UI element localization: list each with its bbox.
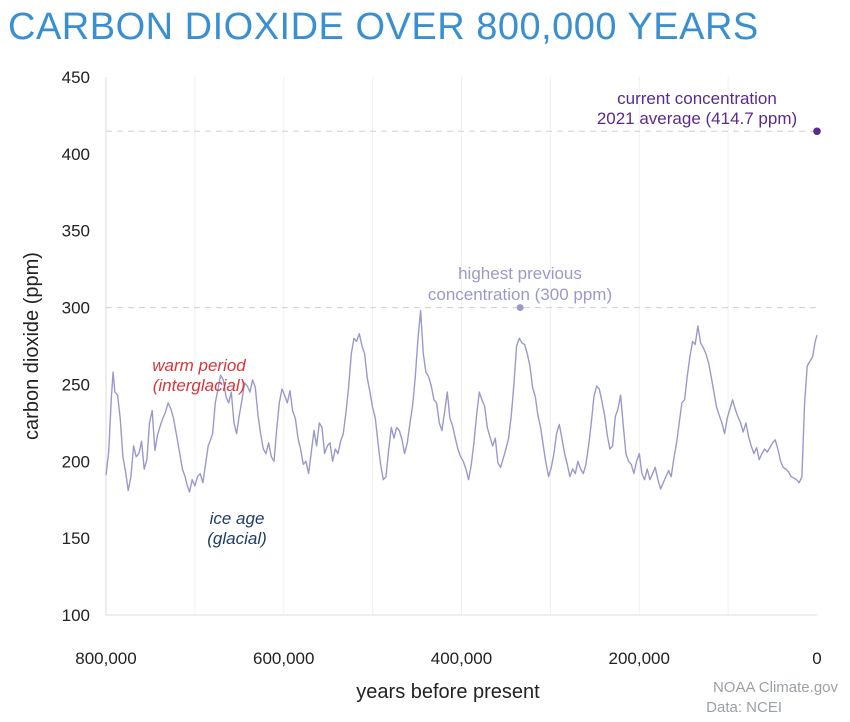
chart-title: CARBON DIOXIDE OVER 800,000 YEARS (8, 6, 759, 48)
credit-data: Data: NCEI (706, 699, 782, 716)
warm-period-label-line2: (interglacial) (153, 376, 246, 395)
y-tick-label: 450 (62, 68, 90, 87)
current-concentration-marker (813, 127, 821, 136)
grid-lines (194, 77, 729, 615)
y-tick-labels: 100 150 200 250 300 350 400 450 (62, 68, 90, 625)
previous-high-label-line2: concentration (300 ppm) (428, 285, 612, 304)
y-tick-label: 350 (62, 222, 90, 241)
y-tick-label: 200 (62, 452, 90, 471)
x-axis-label: years before present (356, 681, 540, 703)
y-tick-label: 150 (62, 529, 90, 548)
glacial-label-line2: (glacial) (207, 529, 267, 548)
y-tick-label: 100 (62, 606, 90, 625)
co2-series-line (105, 309, 818, 493)
x-tick-label: 600,000 (253, 649, 314, 668)
x-tick-labels: 800,000 600,000 400,000 200,000 0 (75, 649, 821, 668)
y-tick-label: 400 (62, 145, 90, 164)
x-tick-label: 400,000 (431, 649, 492, 668)
y-tick-label: 300 (62, 299, 90, 318)
current-label-line2: 2021 average (414.7 ppm) (597, 109, 797, 128)
x-tick-label: 200,000 (609, 649, 670, 668)
x-tick-label: 800,000 (75, 649, 136, 668)
current-label-line1: current concentration (617, 89, 777, 108)
x-tick-label: 0 (812, 649, 821, 668)
glacial-label-line1: ice age (210, 509, 265, 528)
previous-high-label-line1: highest previous (458, 264, 582, 283)
y-tick-label: 250 (62, 375, 90, 394)
previous-high-marker (516, 304, 524, 312)
warm-period-label-line1: warm period (152, 356, 246, 375)
credit-source: NOAA Climate.gov (713, 679, 839, 696)
y-axis-label: carbon dioxide (ppm) (21, 252, 43, 440)
